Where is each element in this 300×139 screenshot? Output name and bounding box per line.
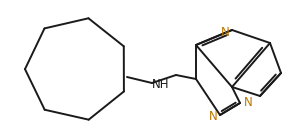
Text: N: N bbox=[244, 95, 253, 109]
Text: N: N bbox=[221, 25, 230, 39]
Text: NH: NH bbox=[152, 78, 169, 90]
Text: N: N bbox=[209, 110, 218, 122]
